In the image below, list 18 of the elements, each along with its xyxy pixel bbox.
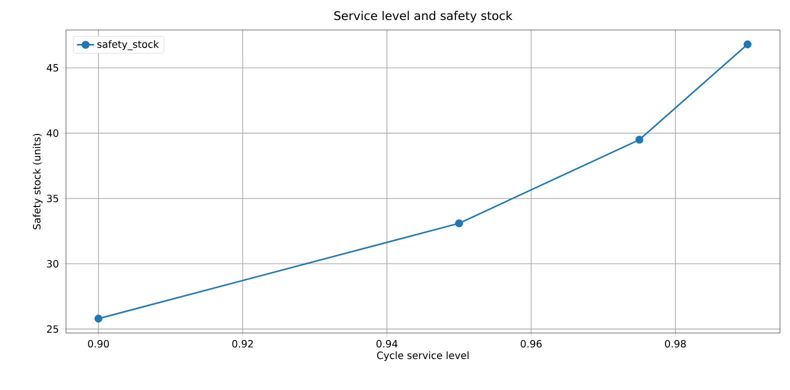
y-tick-label: 30 [47, 260, 58, 268]
y-tick-label: 35 [47, 194, 58, 202]
point [635, 136, 644, 144]
x-tick-label: 0.94 [376, 340, 398, 348]
chart-title: Service level and safety stock [334, 10, 512, 22]
y-tick-label: 25 [47, 325, 58, 333]
x-tick-label: 0.96 [520, 340, 542, 348]
y-axis-title: Safety stock (units) [32, 134, 42, 230]
x-tick-label: 0.92 [232, 340, 253, 348]
x-axis-title: Cycle service level [377, 351, 469, 362]
y-tick-label: 45 [46, 64, 58, 72]
point [94, 314, 102, 323]
legend-label: safety_stock [97, 40, 159, 50]
x-tick-label: 0.90 [88, 340, 109, 348]
x-tick-label: 0.98 [664, 340, 686, 348]
point [455, 219, 464, 228]
point [744, 40, 752, 48]
y-tick-label: 40 [46, 129, 58, 137]
